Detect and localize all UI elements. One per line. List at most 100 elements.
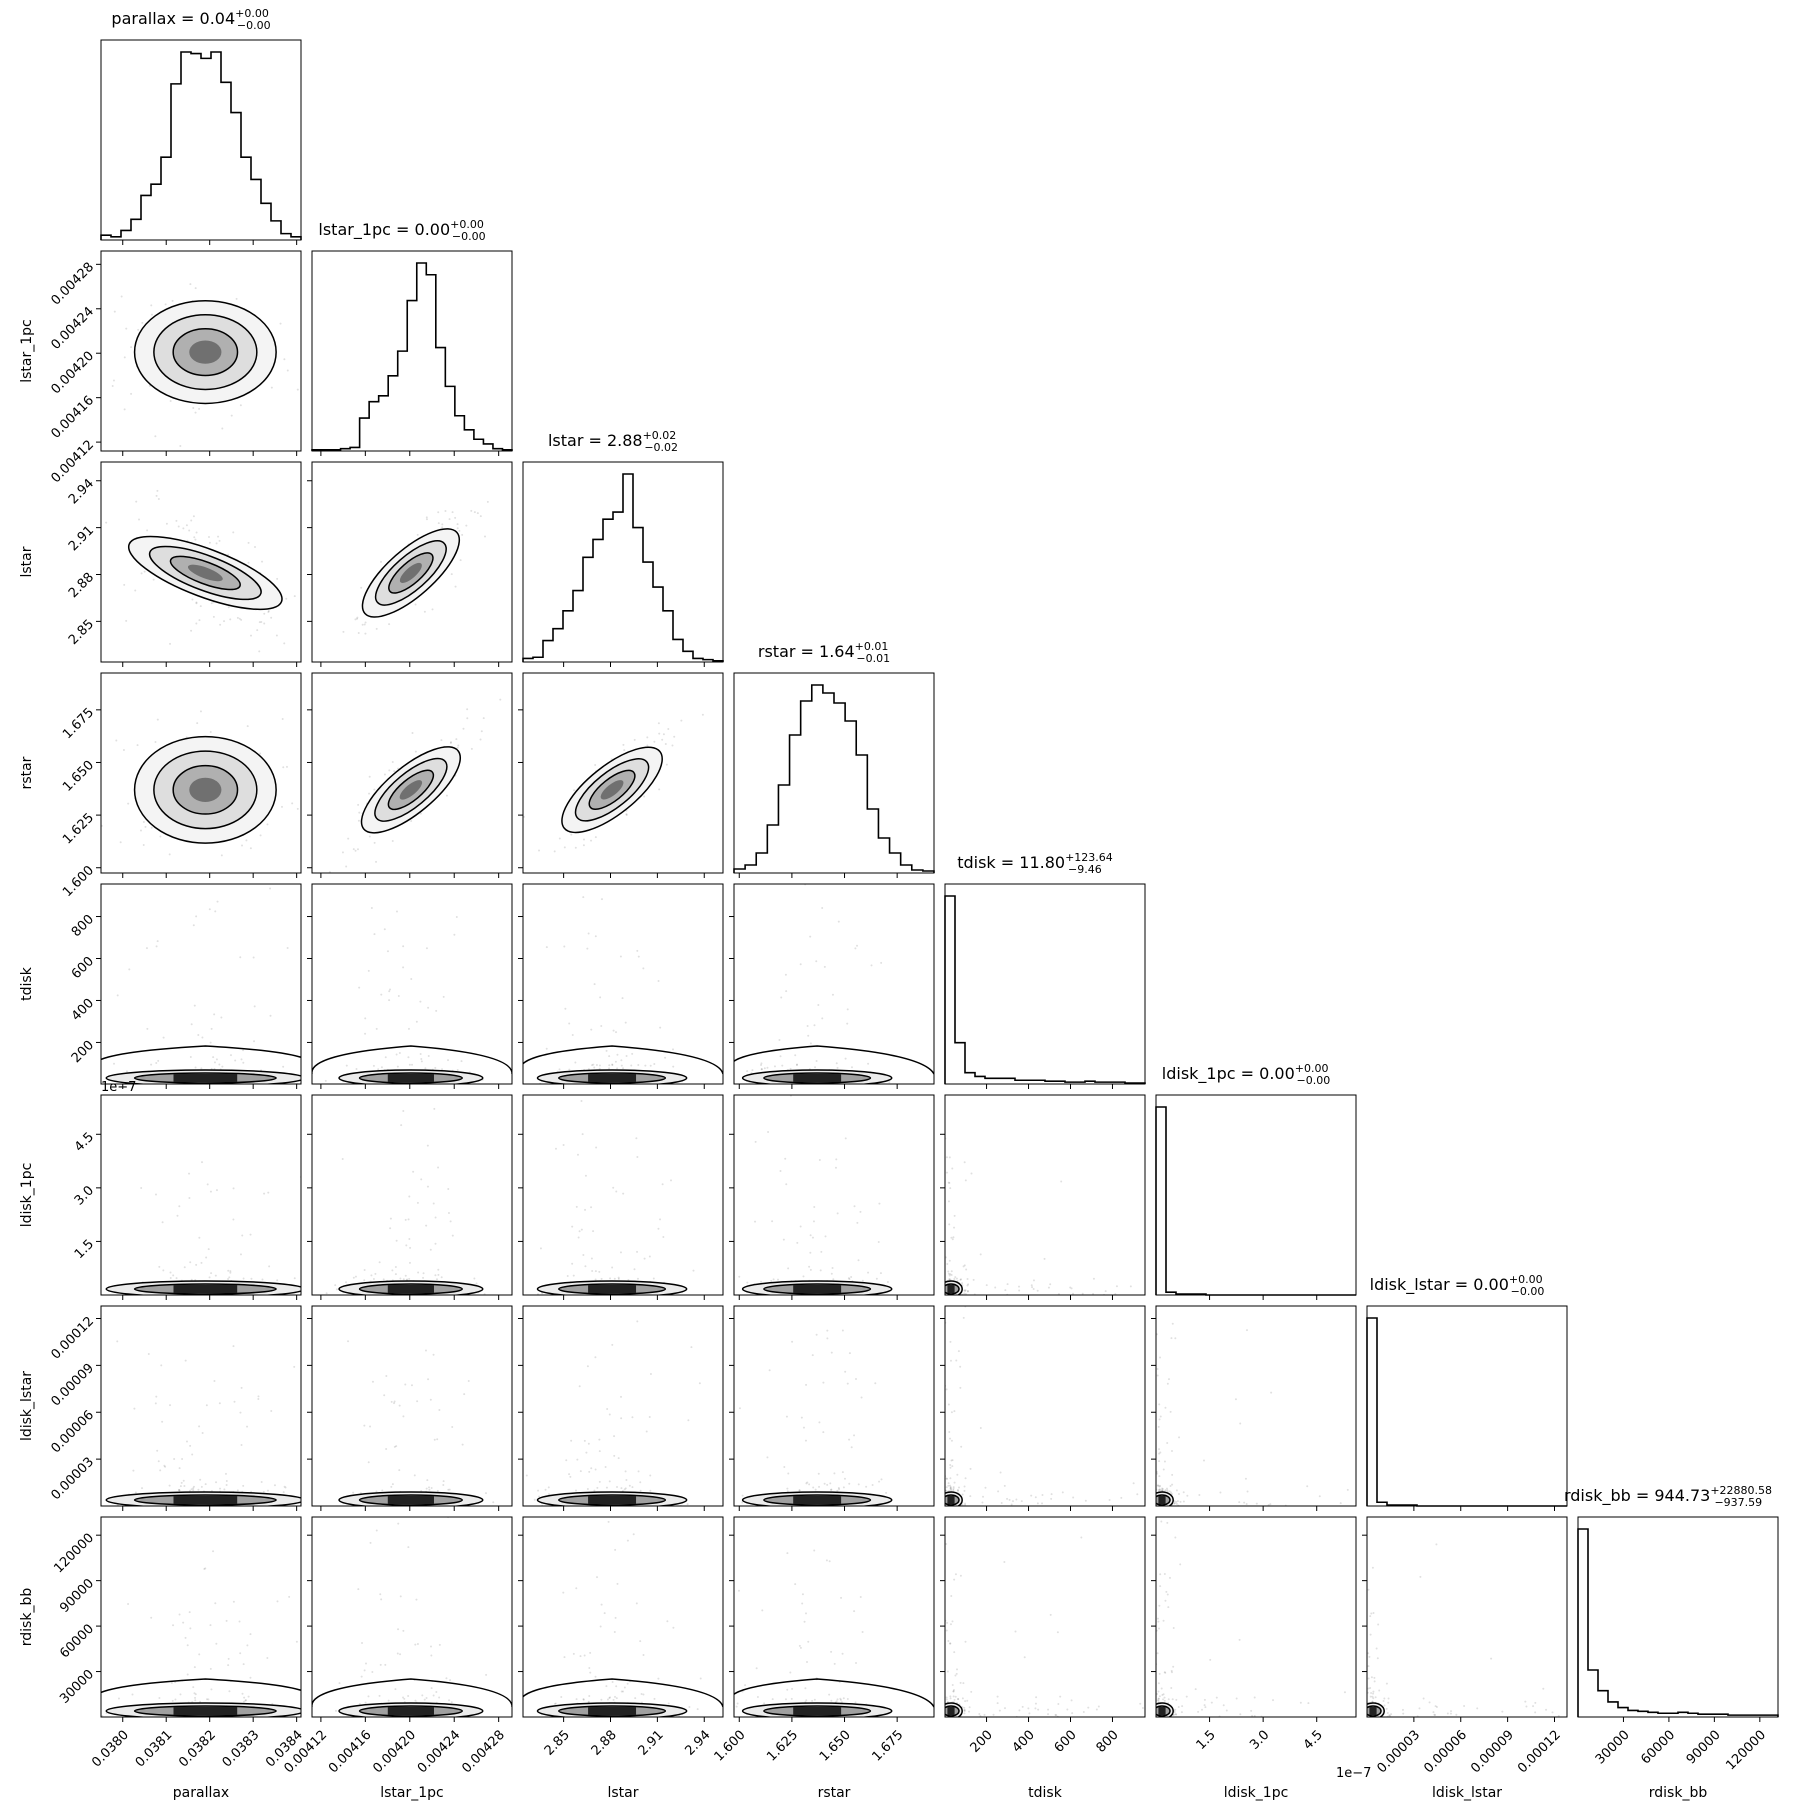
scatter-point — [318, 1709, 320, 1711]
scatter-point — [860, 1596, 862, 1598]
scatter-point — [113, 1063, 115, 1065]
scatter-point — [200, 605, 202, 607]
scatter-point — [113, 379, 115, 381]
scatter-point — [658, 722, 660, 724]
scatter-point — [1037, 1502, 1039, 1504]
scatter-point — [432, 608, 434, 610]
scatter-point — [963, 1712, 965, 1714]
scatter-point — [408, 1195, 410, 1197]
scatter-point — [1004, 1485, 1006, 1487]
scatter-point — [609, 1413, 611, 1415]
scatter-point — [233, 1601, 235, 1603]
scatter-point — [1176, 1489, 1178, 1491]
scatter-point — [375, 861, 377, 863]
scatter-point — [1096, 1708, 1098, 1710]
scatter-point — [851, 1446, 853, 1448]
scatter-point — [239, 1412, 241, 1414]
scatter-point — [1041, 1502, 1043, 1504]
scatter-point — [281, 806, 283, 808]
scatter-point — [191, 1023, 193, 1025]
scatter-point — [612, 1187, 614, 1189]
scatter-point — [191, 1454, 193, 1456]
x-tick-label: 4.5 — [1301, 1728, 1326, 1753]
scatter-point — [180, 1485, 182, 1487]
scatter-point — [1340, 1502, 1342, 1504]
scatter-point — [323, 370, 325, 372]
scatter-point — [421, 1060, 423, 1062]
scatter-point — [636, 1602, 638, 1604]
scatter-point — [595, 836, 597, 838]
density-core — [388, 1074, 434, 1082]
scatter-point — [644, 1258, 646, 1260]
scatter-point — [569, 1051, 571, 1053]
scatter-point — [457, 527, 459, 529]
y-tick-label: 120000 — [51, 1531, 97, 1577]
scatter-point — [842, 1471, 844, 1473]
scatter-point — [811, 1700, 813, 1702]
scatter-point — [636, 1251, 638, 1253]
scatter-point — [963, 1490, 965, 1492]
scatter-point — [143, 821, 145, 823]
scatter-point — [1246, 1503, 1248, 1505]
panel-content-ldisk_1pc-rstar — [738, 929, 891, 1297]
scatter-point — [213, 1013, 215, 1015]
scatter-point — [380, 1664, 382, 1666]
scatter-point — [210, 1191, 212, 1193]
scatter-point — [438, 1697, 440, 1699]
scatter-point — [202, 1432, 204, 1434]
scatter-point — [598, 1439, 600, 1441]
scatter-point — [354, 618, 356, 620]
scatter-point — [370, 1542, 372, 1544]
scatter-point — [946, 1698, 948, 1700]
panel-ldisk_lstar-vs-ldisk_1pc — [1151, 1264, 1462, 1511]
x-axis-label-ldisk_1pc: ldisk_1pc — [1224, 1785, 1289, 1801]
scatter-point — [624, 1687, 626, 1689]
scatter-point — [424, 611, 426, 613]
scatter-point — [1244, 1263, 1246, 1265]
scatter-point — [270, 1410, 272, 1412]
scatter-point — [294, 595, 296, 597]
scatter-point — [571, 1263, 573, 1265]
scatter-point — [838, 1488, 840, 1490]
scatter-point — [953, 1651, 955, 1653]
panel-rstar-vs-lstar — [518, 673, 723, 879]
scatter-point — [183, 1485, 185, 1487]
scatter-point — [946, 1622, 948, 1624]
scatter-point — [402, 1696, 404, 1698]
scatter-point — [948, 1482, 950, 1484]
scatter-point — [836, 1062, 838, 1064]
scatter-point — [854, 947, 856, 949]
scatter-point — [581, 1229, 583, 1231]
scatter-point — [949, 1187, 951, 1189]
scatter-point — [614, 1631, 616, 1633]
scatter-point — [805, 1482, 807, 1484]
scatter-point — [397, 1652, 399, 1654]
scatter-point — [959, 1366, 961, 1368]
scatter-point — [1059, 1696, 1061, 1698]
scatter-point — [810, 1269, 812, 1271]
scatter-point — [1157, 1652, 1159, 1654]
scatter-point — [592, 1230, 594, 1232]
scatter-point — [213, 616, 215, 618]
scatter-point — [997, 1702, 999, 1704]
scatter-point — [186, 1441, 188, 1443]
scatter-point — [427, 1145, 429, 1147]
y-tick-label: 0.00428 — [48, 260, 97, 309]
scatter-point — [600, 1699, 602, 1701]
panel-content-rdisk_bb-tdisk — [940, 1472, 1171, 1719]
scatter-point — [948, 1273, 950, 1275]
scatter-point — [1171, 1474, 1173, 1476]
scatter-point — [428, 1486, 430, 1488]
scatter-point — [964, 1503, 966, 1505]
scatter-point — [326, 1292, 328, 1294]
scatter-point — [588, 1443, 590, 1445]
scatter-point — [876, 1278, 878, 1280]
scatter-point — [824, 1483, 826, 1485]
scatter-point — [193, 515, 195, 517]
scatter-point — [342, 851, 344, 853]
scatter-point — [427, 1186, 429, 1188]
scatter-point — [953, 1579, 955, 1581]
scatter-point — [190, 519, 192, 521]
scatter-point — [267, 1490, 269, 1492]
scatter-point — [614, 1278, 616, 1280]
